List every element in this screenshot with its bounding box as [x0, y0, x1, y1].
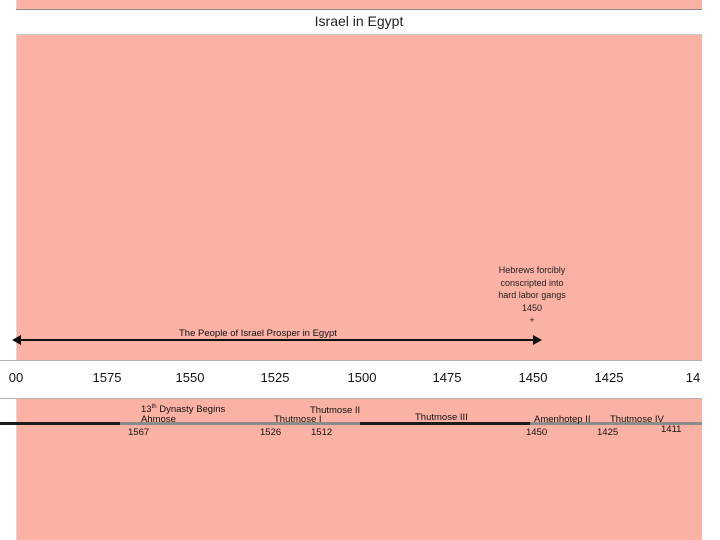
year-axis: [0, 360, 702, 399]
labor-gangs-note: Hebrews forcibly conscripted into hard l…: [472, 264, 592, 327]
axis-tick: 1550: [175, 370, 205, 385]
reign-timeline: [0, 422, 702, 425]
era-arrow-right-head: [533, 335, 542, 345]
note-line: hard labor gangs: [498, 290, 566, 300]
era-label: The People of Israel Prosper in Egypt: [179, 328, 337, 339]
thutmose-iii-label: Thutmose III: [415, 412, 468, 423]
thutmose-ii-year: 1512: [311, 427, 333, 438]
thutmose-i-year: 1526: [260, 427, 282, 438]
note-line: 1450: [521, 302, 543, 313]
thutmose-i-label: Thutmose I: [274, 414, 322, 425]
amenhotep-ii-label: Amenhotep II: [534, 414, 591, 425]
dynasty-label: 13th Dynasty Begins: [141, 404, 226, 416]
axis-tick: 1575: [92, 370, 122, 385]
axis-tick: 00: [8, 370, 24, 385]
note-line: Hebrews forcibly: [498, 265, 566, 275]
thutmose-iv-label: Thutmose IV: [610, 414, 664, 425]
title-bar: Israel in Egypt: [16, 9, 702, 35]
axis-tick: 1475: [432, 370, 462, 385]
ahmose-label: Ahmose: [141, 414, 176, 425]
background-panel: [16, 0, 703, 540]
thutmose-ii-label: Thutmose II: [310, 405, 361, 416]
right-margin: [702, 0, 720, 540]
note-line: +: [529, 315, 535, 325]
era-arrow-left-head: [12, 335, 21, 345]
axis-tick: 1450: [518, 370, 548, 385]
thutmose-iv-year: 1425: [597, 427, 619, 438]
page-title: Israel in Egypt: [314, 13, 404, 29]
axis-tick: 1425: [594, 370, 624, 385]
reign-segment: [0, 422, 120, 425]
axis-tick: 14: [685, 370, 701, 385]
axis-tick: 1525: [260, 370, 290, 385]
amenhotep-ii-year: 1450: [526, 427, 548, 438]
note-line: conscripted into: [500, 277, 564, 288]
era-arrow: [12, 335, 542, 345]
end-year: 1411: [661, 424, 682, 435]
reign-segment: [360, 422, 530, 425]
ahmose-year: 1567: [128, 427, 150, 438]
axis-tick: 1500: [347, 370, 377, 385]
